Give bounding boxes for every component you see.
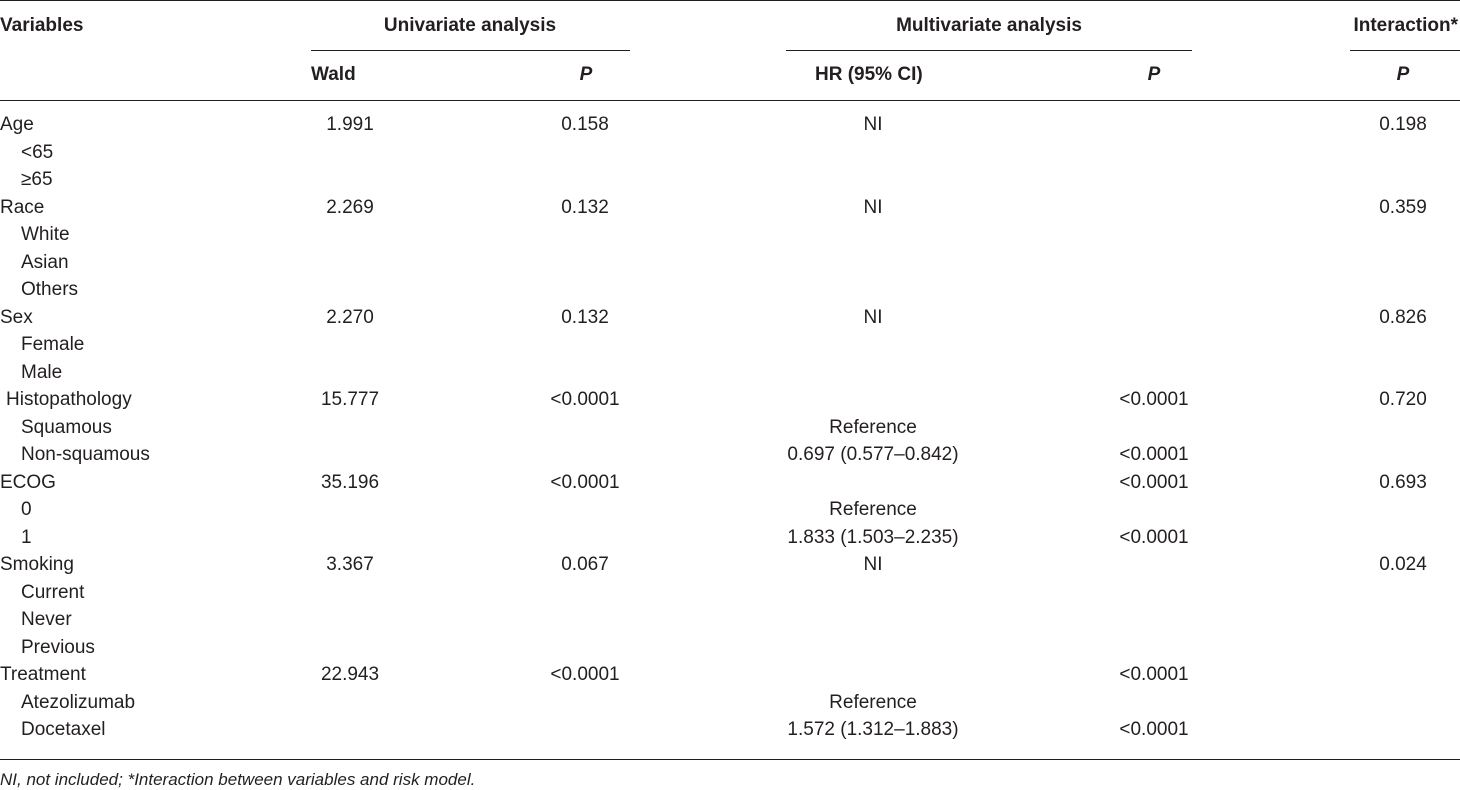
p-univariate-cell: 0.132 bbox=[561, 307, 609, 328]
row-label: Current bbox=[21, 582, 85, 603]
p-univariate-cell: <0.0001 bbox=[550, 472, 620, 493]
hr-cell: NI bbox=[863, 554, 883, 575]
row-label: Non-squamous bbox=[21, 444, 150, 465]
row-label: Smoking bbox=[0, 554, 74, 575]
p-interaction-cell: 0.720 bbox=[1379, 389, 1427, 410]
hr-cell: 1.833 (1.503–2.235) bbox=[787, 527, 959, 548]
row-label: 1 bbox=[21, 527, 32, 548]
row-label: Atezolizumab bbox=[21, 692, 136, 713]
hr-cell: 1.572 (1.312–1.883) bbox=[787, 719, 959, 740]
row-label: Histopathology bbox=[6, 389, 132, 410]
row-label: Male bbox=[21, 362, 63, 383]
header-hr: HR (95% CI) bbox=[815, 64, 923, 85]
interaction-underline bbox=[1350, 50, 1460, 51]
p-interaction-cell: 0.024 bbox=[1379, 554, 1427, 575]
row-label: Asian bbox=[21, 252, 69, 273]
multivariate-underline bbox=[786, 50, 1192, 51]
hr-cell: NI bbox=[863, 197, 883, 218]
row-label: Female bbox=[21, 334, 85, 355]
row-label: Previous bbox=[21, 637, 95, 658]
header-p-interaction: P bbox=[1396, 64, 1410, 85]
p-univariate-cell: <0.0001 bbox=[550, 664, 620, 685]
row-label: White bbox=[21, 224, 70, 245]
p-multivariate-cell: <0.0001 bbox=[1119, 719, 1189, 740]
wald-cell: 15.777 bbox=[320, 389, 380, 410]
wald-cell: 1.991 bbox=[326, 114, 374, 135]
row-label: Treatment bbox=[0, 664, 86, 685]
p-univariate-cell: 0.067 bbox=[561, 554, 609, 575]
p-univariate-cell: <0.0001 bbox=[550, 389, 620, 410]
row-label: ≥65 bbox=[21, 169, 53, 190]
wald-cell: 22.943 bbox=[320, 664, 380, 685]
header-interaction: Interaction* bbox=[1353, 15, 1458, 36]
header-p-univariate: P bbox=[579, 64, 593, 85]
table-top-rule bbox=[0, 0, 1460, 1]
p-univariate-cell: 0.158 bbox=[561, 114, 609, 135]
header-variables: Variables bbox=[0, 15, 84, 36]
row-label: ECOG bbox=[0, 472, 56, 493]
header-multivariate: Multivariate analysis bbox=[896, 15, 1082, 36]
p-interaction-cell: 0.198 bbox=[1379, 114, 1427, 135]
row-label: Never bbox=[21, 609, 72, 630]
p-multivariate-cell: <0.0001 bbox=[1119, 527, 1189, 548]
hr-cell: NI bbox=[863, 114, 883, 135]
row-label: Others bbox=[21, 279, 79, 300]
header-wald: Wald bbox=[311, 64, 356, 85]
wald-cell: 2.270 bbox=[326, 307, 374, 328]
wald-cell: 2.269 bbox=[326, 197, 374, 218]
p-interaction-cell: 0.359 bbox=[1379, 197, 1427, 218]
hr-cell: Reference bbox=[829, 692, 917, 713]
row-label: Squamous bbox=[21, 417, 112, 438]
p-interaction-cell: 0.693 bbox=[1379, 472, 1427, 493]
row-label: <65 bbox=[21, 142, 54, 163]
p-multivariate-cell: <0.0001 bbox=[1119, 664, 1189, 685]
hr-cell: Reference bbox=[829, 499, 917, 520]
p-interaction-cell: 0.826 bbox=[1379, 307, 1427, 328]
hr-cell: NI bbox=[863, 307, 883, 328]
p-multivariate-cell: <0.0001 bbox=[1119, 444, 1189, 465]
p-univariate-cell: 0.132 bbox=[561, 197, 609, 218]
row-label: Docetaxel bbox=[21, 719, 106, 740]
hr-cell: Reference bbox=[829, 417, 917, 438]
header-univariate: Univariate analysis bbox=[383, 15, 557, 36]
table-bottom-rule bbox=[0, 759, 1460, 760]
row-label: Race bbox=[0, 197, 45, 218]
hr-cell: 0.697 (0.577–0.842) bbox=[787, 444, 959, 465]
row-label: 0 bbox=[21, 499, 32, 520]
p-multivariate-cell: <0.0001 bbox=[1119, 472, 1189, 493]
p-multivariate-cell: <0.0001 bbox=[1119, 389, 1189, 410]
univariate-underline bbox=[311, 50, 630, 51]
row-label: Age bbox=[0, 114, 34, 135]
row-label: Sex bbox=[0, 307, 33, 328]
wald-cell: 3.367 bbox=[326, 554, 374, 575]
header-p-multivariate: P bbox=[1147, 64, 1161, 85]
wald-cell: 35.196 bbox=[320, 472, 380, 493]
header-bottom-rule bbox=[0, 100, 1460, 101]
table-footnote: NI, not included; *Interaction between v… bbox=[0, 770, 476, 789]
